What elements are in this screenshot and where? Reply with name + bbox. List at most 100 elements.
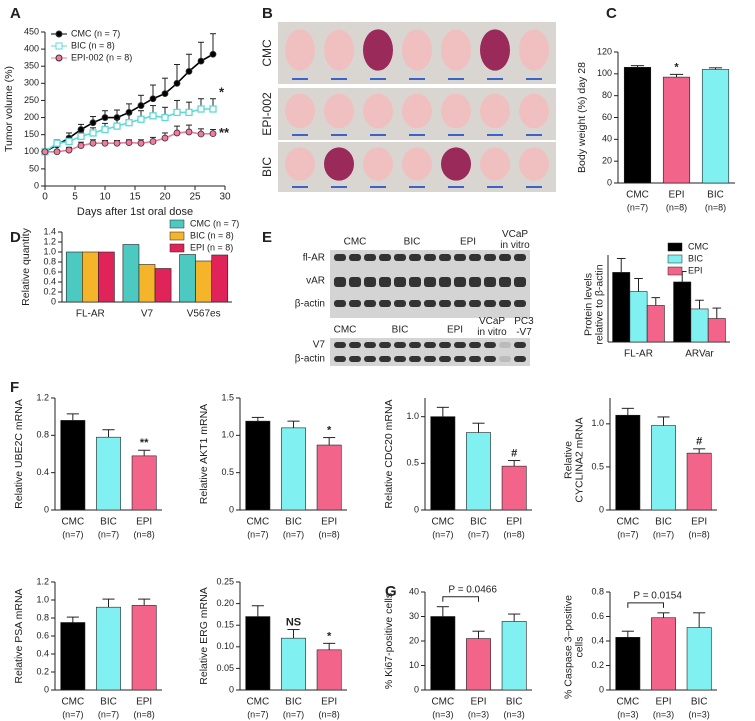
bar bbox=[686, 627, 712, 691]
panel-label: G bbox=[385, 583, 397, 600]
y-axis-label: CYCLINA2 mRNA bbox=[573, 417, 585, 502]
scale-bar bbox=[370, 186, 386, 188]
data-point bbox=[137, 102, 145, 109]
tumor bbox=[519, 29, 549, 71]
scale-bar bbox=[370, 134, 386, 136]
band bbox=[334, 300, 346, 307]
y-axis-label: relative to β-actin bbox=[593, 264, 605, 344]
panel-label: F bbox=[10, 379, 19, 396]
band bbox=[499, 356, 511, 362]
x-tick-label: CMC bbox=[246, 517, 269, 528]
photo-row-label: CMC bbox=[260, 39, 274, 67]
bar bbox=[316, 649, 342, 691]
x-tick-label: EPI bbox=[655, 697, 671, 708]
band bbox=[424, 254, 436, 261]
lane-label: in vitro bbox=[500, 240, 530, 251]
tumor bbox=[324, 147, 354, 181]
y-tick-label: 100 bbox=[24, 146, 39, 156]
x-tick-label: CMC bbox=[61, 697, 84, 708]
y-tick-label: 0 bbox=[44, 504, 49, 514]
data-point bbox=[173, 79, 181, 87]
scale-bar bbox=[331, 78, 347, 80]
x-tick-label: V567es bbox=[187, 309, 221, 320]
tumor bbox=[480, 93, 510, 129]
x-tick-label: EPI bbox=[321, 697, 337, 708]
bar bbox=[211, 254, 229, 303]
x-tick-sublabel: (n=7) bbox=[283, 529, 304, 539]
legend-label: BIC bbox=[688, 253, 704, 263]
data-point bbox=[101, 114, 109, 121]
band bbox=[394, 254, 406, 261]
band bbox=[484, 277, 496, 287]
band bbox=[409, 300, 421, 307]
y-tick-label: 120 bbox=[597, 46, 612, 56]
blot-row-label: V7 bbox=[313, 340, 326, 351]
band bbox=[469, 300, 481, 307]
x-tick-label: BIC bbox=[285, 517, 302, 528]
band bbox=[424, 300, 436, 307]
y-tick-label: 30 bbox=[409, 611, 419, 621]
legend-swatch bbox=[169, 219, 185, 229]
scale-bar bbox=[331, 134, 347, 136]
lane-label: CMC bbox=[334, 325, 357, 336]
band bbox=[484, 342, 496, 348]
y-tick-label: 60 bbox=[602, 112, 612, 122]
p-value: P = 0.0466 bbox=[448, 584, 497, 595]
y-tick-label: 0.5 bbox=[591, 461, 604, 471]
bar bbox=[686, 452, 712, 511]
band bbox=[334, 342, 346, 348]
bar bbox=[281, 637, 306, 691]
y-tick-label: 0.2 bbox=[36, 666, 49, 676]
bar bbox=[501, 621, 527, 691]
bar bbox=[615, 414, 641, 511]
y-tick-label: 0.8 bbox=[43, 256, 56, 266]
x-tick-label: BIC bbox=[100, 517, 117, 528]
lane-label: -V7 bbox=[516, 327, 532, 338]
x-tick-sublabel: (n=7) bbox=[62, 709, 83, 719]
panel-label: E bbox=[262, 229, 272, 246]
y-tick-label: 250 bbox=[24, 95, 39, 105]
y-tick-label: 0.2 bbox=[591, 660, 604, 670]
tumor bbox=[285, 93, 315, 129]
legend-label: CMC (n = 7) bbox=[71, 28, 120, 38]
legend-marker bbox=[55, 54, 63, 62]
tumor bbox=[519, 93, 549, 129]
y-tick-label: 1.2 bbox=[36, 392, 49, 402]
data-point bbox=[149, 95, 157, 103]
bar bbox=[96, 606, 121, 691]
scale-bar bbox=[370, 78, 386, 80]
y-axis-label: % Caspase 3–positive bbox=[562, 595, 574, 699]
scale-bar bbox=[487, 186, 503, 188]
photo-row-label: EPI-002 bbox=[260, 92, 274, 136]
band bbox=[454, 342, 466, 348]
y-axis-label: Relative AKT1 mRNA bbox=[198, 404, 210, 504]
significance-bracket bbox=[442, 596, 479, 602]
y-tick-label: 1.2 bbox=[43, 236, 56, 246]
bar bbox=[612, 272, 631, 343]
data-point bbox=[113, 122, 121, 130]
y-tick-label: 450 bbox=[24, 26, 39, 36]
x-tick-sublabel: (n=7) bbox=[247, 529, 268, 539]
bar bbox=[615, 637, 641, 691]
blot-row-label: vAR bbox=[306, 276, 325, 287]
band bbox=[394, 300, 406, 307]
data-point bbox=[185, 128, 193, 136]
band bbox=[334, 277, 346, 287]
y-tick-label: 20 bbox=[602, 156, 612, 166]
band bbox=[439, 342, 451, 348]
data-point bbox=[125, 139, 133, 146]
band bbox=[349, 254, 361, 261]
data-point bbox=[137, 115, 145, 123]
y-tick-label: 80 bbox=[602, 90, 612, 100]
lane-label: EPI bbox=[447, 325, 463, 336]
y-axis-label: Relative PSA mRNA bbox=[13, 588, 25, 683]
tumor bbox=[363, 147, 393, 181]
band bbox=[349, 356, 361, 362]
x-tick-sublabel: (n=7) bbox=[617, 529, 638, 539]
bar bbox=[96, 436, 121, 511]
tumor bbox=[324, 93, 354, 129]
panel-label: D bbox=[10, 229, 21, 246]
band bbox=[484, 356, 496, 362]
bar bbox=[65, 251, 83, 303]
x-tick-sublabel: (n=8) bbox=[705, 202, 726, 212]
